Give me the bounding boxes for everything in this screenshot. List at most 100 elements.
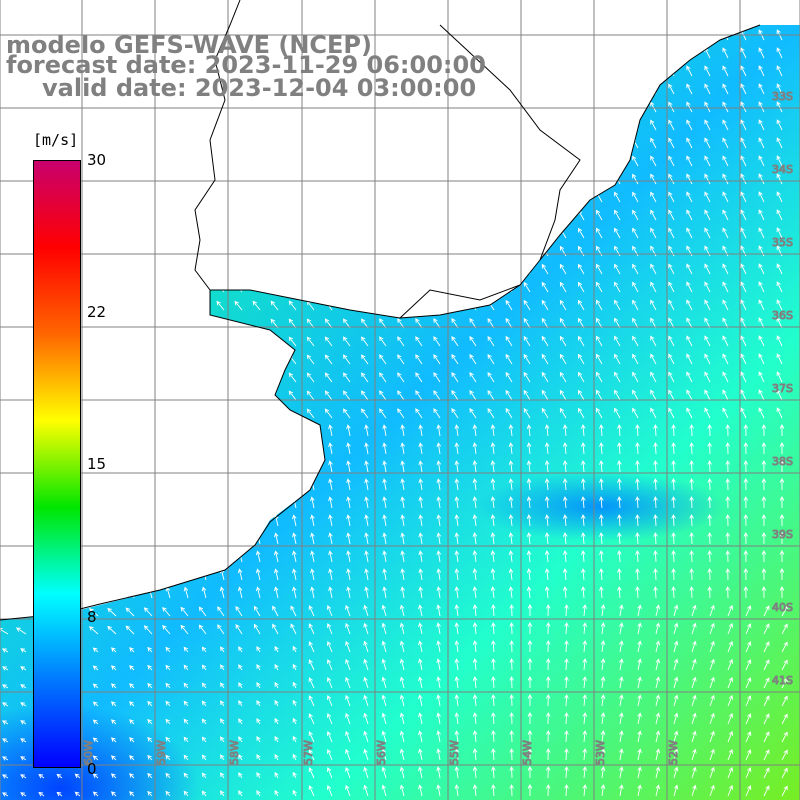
wind-arrow [653, 496, 658, 509]
wind-arrow [727, 676, 734, 689]
wind-arrow [56, 773, 63, 779]
wind-arrow [655, 748, 661, 761]
wind-arrow [776, 263, 783, 275]
wind-arrow [600, 658, 606, 671]
wind-arrow [650, 83, 657, 95]
wind-arrow [342, 408, 351, 419]
wind-arrow [704, 173, 711, 185]
wind-arrow [454, 622, 460, 635]
wind-arrow [637, 748, 642, 761]
wind-arrow [559, 227, 567, 239]
wind-arrow [617, 532, 622, 545]
wind-arrow [527, 676, 533, 689]
wind-arrow [673, 766, 679, 779]
wind-arrow [346, 424, 351, 437]
wind-arrow [614, 263, 621, 275]
wind-arrow [216, 300, 225, 311]
wind-arrow [310, 532, 315, 545]
wind-arrow [541, 335, 549, 347]
wind-arrow [418, 766, 423, 779]
wind-arrow [541, 299, 549, 311]
wind-arrow [308, 713, 315, 725]
wind-arrow [472, 532, 478, 545]
wind-arrow [418, 532, 424, 545]
wind-arrow [363, 622, 369, 635]
wind-arrow [509, 784, 514, 797]
wind-arrow [781, 749, 788, 761]
wind-arrow [776, 353, 783, 365]
wind-arrow [400, 478, 405, 491]
wind-arrow [655, 676, 661, 689]
wind-arrow [399, 712, 405, 725]
wind-arrow [668, 209, 675, 221]
wind-arrow [505, 335, 513, 347]
wind-arrow [361, 354, 369, 365]
wind-arrow [722, 65, 729, 77]
wind-arrow [508, 496, 514, 509]
wind-arrow [689, 478, 694, 491]
wind-arrow [308, 767, 315, 779]
wind-arrow [763, 785, 770, 797]
wind-arrow [433, 354, 441, 365]
wind-arrow [650, 155, 657, 167]
wind-arrow [707, 532, 713, 545]
wind-arrow [472, 730, 478, 743]
wind-arrow [381, 712, 387, 725]
wind-arrow [541, 317, 549, 329]
wind-arrow [781, 767, 788, 779]
wind-arrow [564, 694, 569, 707]
wind-arrow [418, 550, 424, 563]
wind-arrow [562, 568, 568, 581]
wind-arrow [328, 514, 333, 527]
wind-arrow [632, 335, 639, 347]
wind-arrow [686, 299, 693, 311]
wind-arrow [686, 335, 693, 347]
wind-arrow [454, 784, 460, 797]
wind-arrow [582, 622, 588, 635]
wind-arrow [2, 666, 9, 671]
wind-arrow [92, 791, 99, 797]
wind-arrow [454, 460, 460, 473]
wind-arrow [743, 424, 749, 437]
wind-arrow [545, 712, 551, 725]
wind-arrow [745, 785, 752, 797]
wind-arrow [545, 748, 551, 761]
wind-arrow [727, 622, 734, 635]
wind-arrow [725, 532, 731, 545]
wind-arrow [668, 83, 675, 95]
wind-arrow [415, 336, 423, 347]
wind-arrow [487, 317, 495, 329]
wind-arrow [599, 460, 604, 473]
wind-arrow [781, 785, 788, 797]
wind-arrow [92, 737, 99, 743]
wind-arrow [345, 622, 351, 635]
wind-arrow [381, 676, 387, 689]
wind-arrow [308, 785, 315, 797]
weak-wind-zone [0, 560, 400, 800]
wind-arrow [292, 753, 297, 761]
wind-arrow [779, 568, 785, 581]
wind-arrow [382, 460, 387, 473]
wind-arrow [527, 784, 533, 797]
wind-arrow [363, 748, 369, 761]
longitude-label: 53W [594, 740, 607, 765]
wind-arrow [364, 424, 369, 437]
wind-arrow [238, 718, 243, 725]
wind-arrow [725, 514, 731, 527]
wind-arrow [619, 784, 624, 797]
wind-arrow [671, 478, 676, 491]
wind-arrow [635, 496, 640, 509]
wind-arrow [20, 648, 27, 653]
wind-arrow [381, 784, 387, 797]
wind-arrow [346, 550, 351, 563]
wind-arrow [671, 496, 676, 509]
wind-arrow [599, 514, 604, 527]
wind-arrow [527, 604, 533, 617]
wind-arrow [635, 442, 640, 455]
wind-arrow [328, 532, 333, 545]
wind-arrow [220, 682, 225, 689]
wind-arrow [490, 532, 496, 545]
wind-arrow [382, 442, 387, 455]
wind-arrow [165, 700, 171, 707]
wind-arrow [472, 586, 478, 599]
